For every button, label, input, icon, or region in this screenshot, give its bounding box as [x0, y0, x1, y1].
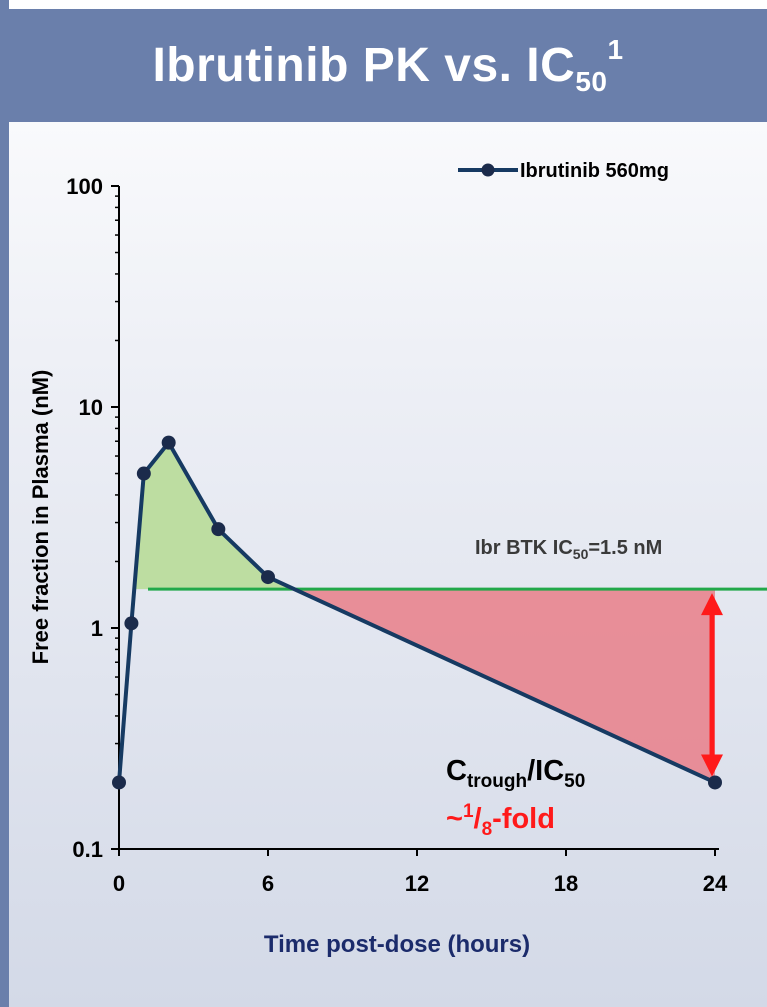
- x-axis-label: Time post-dose (hours): [264, 931, 530, 958]
- fold-suffix: -fold: [492, 803, 555, 835]
- pk-data-point: [261, 570, 275, 585]
- x-tick-label: 0: [113, 871, 125, 896]
- fold-slash: /: [474, 803, 482, 835]
- ratio-c: C: [446, 755, 467, 787]
- x-tick-label: 24: [703, 871, 728, 896]
- y-tick-label: 0.1: [72, 837, 103, 862]
- ic50-label-main: Ibr BTK IC: [475, 537, 573, 559]
- legend-marker: [481, 163, 495, 177]
- pk-data-point: [124, 616, 139, 631]
- fold-denominator: 8: [482, 819, 493, 840]
- y-axis-label: Free fraction in Plasma (nM): [28, 370, 53, 665]
- ic50-label: Ibr BTK IC50=1.5 nM: [475, 537, 662, 562]
- trough-arrow-head-top: [701, 593, 723, 616]
- pk-data-point: [708, 775, 722, 790]
- ic50-label-tail: =1.5 nM: [588, 537, 662, 559]
- y-tick-label: 100: [66, 174, 103, 199]
- ic50-label-sub: 50: [573, 546, 589, 562]
- pk-data-point: [161, 435, 176, 450]
- trough-arrow-head-bottom: [701, 754, 723, 777]
- pk-data-point: [211, 522, 226, 537]
- slide-left-border: [0, 0, 9, 1007]
- shaded-regions: [134, 442, 715, 783]
- pk-data-point: [136, 466, 151, 481]
- x-tick-label: 12: [405, 871, 429, 896]
- legend: Ibrutinib 560mg: [458, 160, 669, 182]
- fold-prefix: ~: [446, 803, 463, 835]
- title-main: Ibrutinib PK vs. IC: [152, 38, 576, 92]
- series-layer: [112, 435, 722, 790]
- shade-above-ic50: [134, 442, 295, 590]
- y-tick-label: 1: [91, 616, 103, 641]
- ratio-mid: /IC: [527, 755, 564, 787]
- title-subscript: 50: [575, 65, 608, 97]
- y-tick-label: 10: [79, 395, 103, 420]
- fold-change-label: ~1/8-fold: [446, 801, 555, 840]
- slide-title: Ibrutinib PK vs. IC501: [152, 34, 623, 98]
- annotation-layer: [701, 593, 723, 777]
- ctrough-ratio-label: Ctrough/IC50: [446, 755, 585, 792]
- title-superscript: 1: [607, 33, 624, 65]
- slide-header: Ibrutinib PK vs. IC501: [9, 9, 767, 122]
- fold-numerator: 1: [463, 801, 474, 822]
- legend-label: Ibrutinib 560mg: [520, 160, 669, 182]
- x-tick-label: 18: [554, 871, 578, 896]
- ratio-sub: 50: [564, 771, 585, 792]
- ratio-trough: trough: [467, 771, 527, 792]
- pk-data-point: [112, 775, 126, 790]
- x-tick-label: 6: [262, 871, 274, 896]
